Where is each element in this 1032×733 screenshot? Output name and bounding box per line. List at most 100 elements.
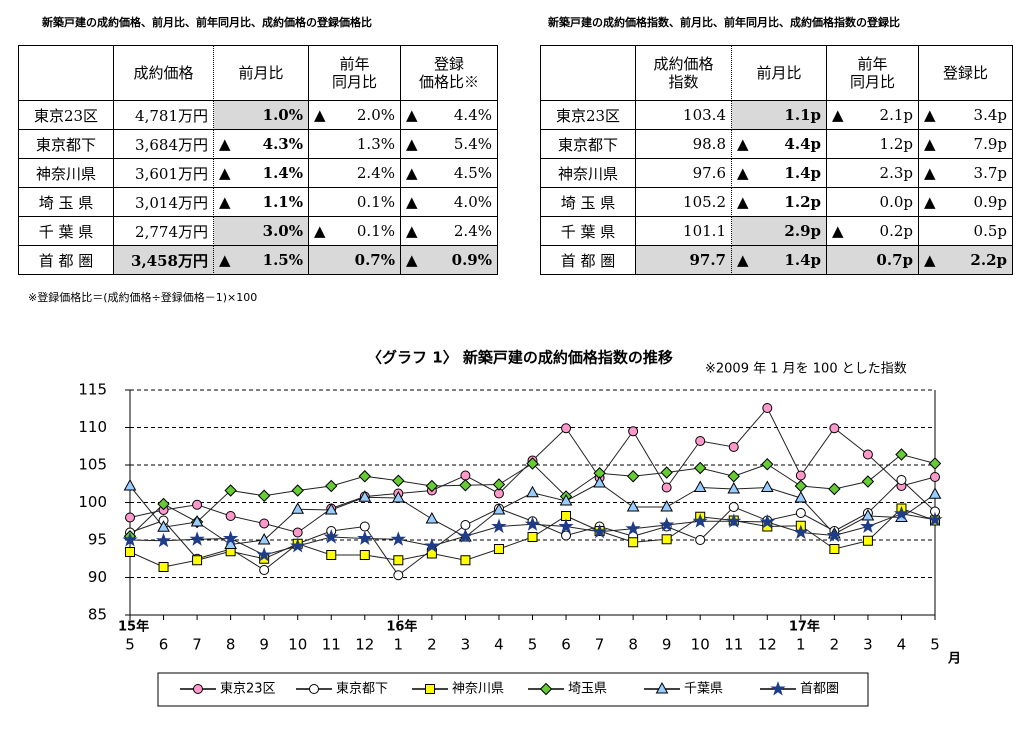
legend-marker [655,681,669,694]
point [693,480,707,492]
point [761,458,774,471]
point [660,499,674,512]
row-label: 首 都 圏 [541,246,636,275]
point [291,484,304,497]
point [158,562,169,572]
point [628,537,639,548]
table-cell: 97.6 [636,159,732,188]
table-cell: 1.2p [827,130,919,159]
table-cell: ▲ 3.4p [919,101,1013,130]
point [122,531,138,547]
column-header: 成約価格 [114,46,214,101]
point [795,470,806,481]
x-tick-label: 8 [628,636,638,654]
table: 成約価格 前月比 前年 同月比 登録 価格比※ 東京23区 4,781万円 1.0% ▲ 2.… [18,45,498,275]
series-line [129,407,936,534]
column-header: 前月比 [214,46,309,101]
legend-marker [770,680,786,696]
x-tick-label: 3 [461,636,471,654]
point [225,511,236,521]
table-cell: 1.3% [309,130,401,159]
point [862,535,873,546]
table-cell: ▲ 0.2p [827,217,919,246]
table-cell: 98.8 [636,130,732,159]
column-header: 成約価格 指数 [636,46,732,101]
table-cell: ▲ 4.0% [401,188,498,217]
table-cell: ▲ 2.2p [919,246,1013,275]
x-tick-label: 4 [494,636,504,654]
table-cell: ▲ 0.9% [401,246,498,275]
point [291,502,305,514]
table-corner [541,46,636,101]
point [157,520,170,532]
point [259,518,270,529]
legend-label: 東京23区 [220,681,276,697]
point [927,511,943,527]
x-tick-label: 2 [427,636,437,654]
point [460,555,471,566]
point [626,470,640,483]
x-tick-label: 12 [355,636,374,654]
table-cell: ▲ 4.4p [732,130,827,159]
table-cell: 0.0p [827,188,919,217]
point [726,513,742,528]
legend-marker [539,682,553,696]
chart-title: 〈グラフ 1〉 新築戸建の成約価格指数の推移 [367,349,673,367]
table-cell: 2,774万円 [114,217,214,246]
legend-label: 神奈川県 [452,682,504,697]
year-label: 16年 [386,619,417,635]
point [762,403,773,413]
point [728,442,739,452]
table-cell: 0.7% [309,246,401,275]
table-cell: 0.5p [919,217,1013,246]
point [324,502,338,515]
point [155,532,172,548]
table-cell: ▲ 1.5% [214,246,309,275]
point [759,513,775,529]
point [930,472,940,482]
table-cell: ▲ 7.9p [919,130,1013,159]
table-cell: 3.0% [214,217,309,246]
point [359,550,370,560]
point [460,470,471,481]
x-unit: 月 [947,652,961,667]
x-tick-label: 7 [595,636,605,654]
table-corner [19,46,114,101]
point [661,482,672,493]
x-tick-label: 6 [159,636,169,654]
row-label: 首 都 圏 [19,246,114,275]
point [793,524,809,540]
point [694,461,707,475]
y-tick-label: 110 [78,418,107,436]
point [861,475,875,488]
x-tick-label: 7 [192,636,202,654]
point [727,470,740,483]
table-cell: ▲ 0.9p [919,188,1013,217]
point [125,547,135,557]
table-cell: ▲ 5.4% [401,130,498,159]
point [727,481,741,494]
point [491,518,507,534]
x-tick-label: 4 [897,636,907,654]
row-label: 神奈川県 [19,159,114,188]
point [526,457,539,470]
point [123,478,137,491]
table-cell: 4,781万円 [114,101,214,130]
point [893,505,910,521]
point [826,527,843,543]
point [659,516,675,532]
point [795,508,806,518]
point [357,530,373,546]
point [259,565,270,575]
point [392,474,405,487]
point [359,521,370,532]
y-tick-label: 105 [78,456,107,474]
point [928,457,942,470]
column-header: 登録比 [919,46,1013,101]
table-cell: ▲ 1.4p [732,246,827,275]
point [561,423,572,434]
row-label: 千 葉 県 [19,217,114,246]
point [460,520,471,530]
table-title: 新築戸建の成約価格、前月比、前年同月比、成約価格の登録価格比 [42,16,372,29]
